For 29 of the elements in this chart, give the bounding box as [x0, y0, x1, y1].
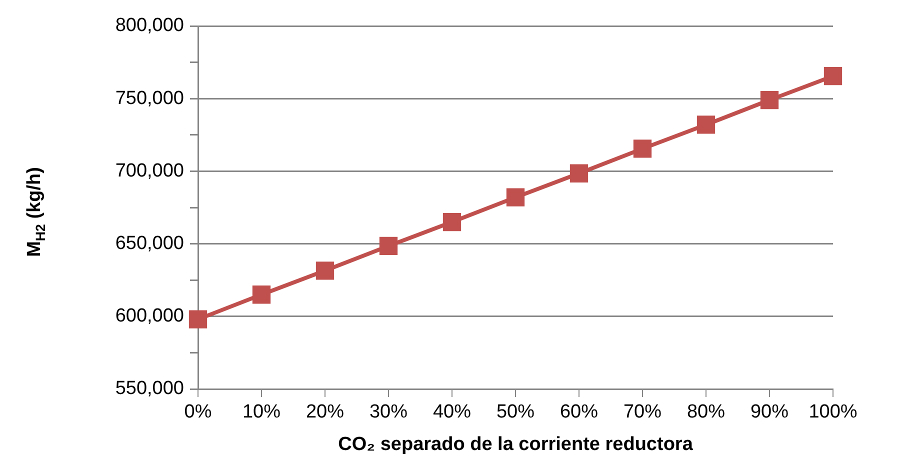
- x-tick-label: 10%: [242, 402, 281, 423]
- x-tick-label: 40%: [432, 402, 472, 423]
- point: [696, 116, 716, 134]
- y-tick-label: 600,000: [115, 306, 184, 327]
- y-tick-label: 700,000: [115, 160, 184, 182]
- point: [506, 188, 525, 206]
- x-tick-label: 30%: [369, 402, 408, 423]
- point: [442, 212, 462, 232]
- y-tick-label: 800,000: [115, 15, 184, 36]
- point: [570, 164, 588, 182]
- x-tick-label: 0%: [184, 402, 212, 423]
- y-tick-label: 750,000: [115, 88, 184, 109]
- x-tick-label: 50%: [496, 402, 535, 423]
- point: [633, 140, 652, 158]
- x-tick-label: 80%: [686, 402, 726, 423]
- x-tick-label: 100%: [808, 402, 858, 423]
- y-tick-label: 550,000: [115, 378, 184, 400]
- point: [379, 236, 398, 256]
- point: [760, 90, 779, 110]
- point: [252, 286, 271, 304]
- x-tick-label: 60%: [560, 402, 598, 423]
- x-tick-label: 90%: [750, 402, 789, 423]
- x-axis-title: CO₂ separado de la corriente reductora: [337, 434, 694, 456]
- x-tick-label: 20%: [306, 402, 344, 423]
- point: [188, 310, 208, 328]
- point: [316, 262, 334, 280]
- x-tick-label: 70%: [623, 402, 662, 423]
- y-tick-label: 650,000: [115, 233, 184, 254]
- point: [824, 67, 842, 86]
